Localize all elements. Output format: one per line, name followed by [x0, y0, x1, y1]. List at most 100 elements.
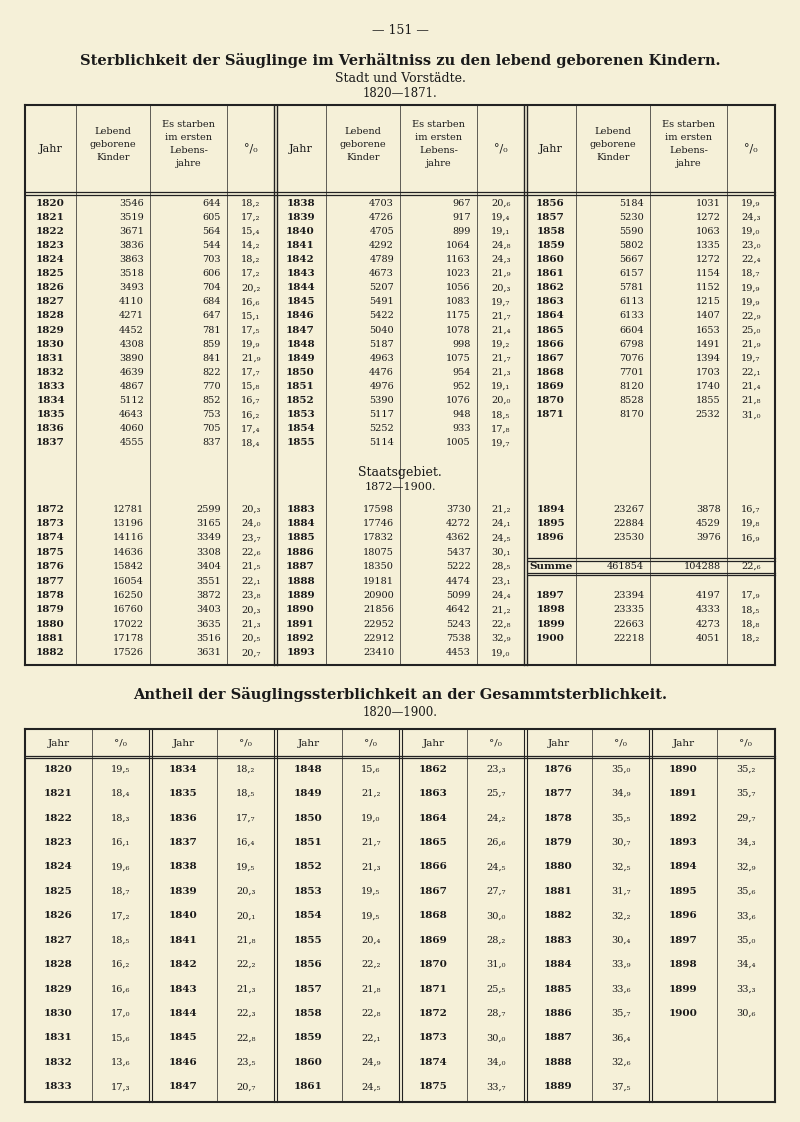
Text: 18,₅: 18,₅ — [236, 789, 256, 798]
Text: 21,₅: 21,₅ — [241, 562, 261, 571]
Text: 20,₁: 20,₁ — [236, 911, 256, 920]
Text: 1835: 1835 — [36, 411, 65, 420]
Text: 1864: 1864 — [419, 813, 448, 822]
Text: 2599: 2599 — [196, 505, 221, 514]
Text: 1857: 1857 — [294, 985, 323, 994]
Text: 23530: 23530 — [613, 533, 644, 542]
Text: 1825: 1825 — [44, 886, 73, 895]
Text: 35,₅: 35,₅ — [611, 813, 630, 822]
Text: 3403: 3403 — [196, 605, 221, 614]
Text: 3976: 3976 — [696, 533, 721, 542]
Text: °/₀: °/₀ — [614, 738, 627, 747]
Text: 1879: 1879 — [36, 605, 65, 614]
Text: 6604: 6604 — [619, 325, 644, 334]
Text: 19,₇: 19,₇ — [741, 353, 761, 362]
Text: 22,₃: 22,₃ — [236, 1009, 256, 1018]
Text: 22,₁: 22,₁ — [361, 1033, 381, 1042]
Text: 1829: 1829 — [36, 325, 65, 334]
Text: 1874: 1874 — [419, 1058, 448, 1067]
Text: 1878: 1878 — [544, 813, 573, 822]
Text: 1893: 1893 — [286, 649, 315, 657]
Text: 24,₄: 24,₄ — [491, 591, 510, 600]
Text: Lebens-: Lebens- — [669, 146, 708, 155]
Text: 1872—1900.: 1872—1900. — [364, 482, 436, 493]
Text: 4476: 4476 — [369, 368, 394, 377]
Text: jahre: jahre — [175, 158, 201, 167]
Text: Es starben: Es starben — [662, 120, 714, 129]
Text: 5390: 5390 — [370, 396, 394, 405]
Text: 841: 841 — [202, 353, 221, 362]
Text: 1854: 1854 — [286, 424, 315, 433]
Text: 1871: 1871 — [536, 411, 565, 420]
Text: 20,₅: 20,₅ — [241, 634, 261, 643]
Text: 1830: 1830 — [44, 1009, 73, 1018]
Text: 24,₅: 24,₅ — [361, 1083, 381, 1092]
Text: 705: 705 — [202, 424, 221, 433]
Text: 1853: 1853 — [286, 411, 315, 420]
Text: 14116: 14116 — [113, 533, 144, 542]
Text: 4703: 4703 — [369, 199, 394, 208]
Text: 33,₉: 33,₉ — [611, 960, 630, 969]
Text: 3730: 3730 — [446, 505, 470, 514]
Text: 1820: 1820 — [44, 765, 73, 774]
Text: 1272: 1272 — [696, 213, 721, 222]
Text: 4789: 4789 — [370, 255, 394, 264]
Text: 954: 954 — [452, 368, 470, 377]
Text: 1900: 1900 — [669, 1009, 698, 1018]
Text: 1894: 1894 — [536, 505, 565, 514]
Text: 4673: 4673 — [369, 269, 394, 278]
Text: 16,₆: 16,₆ — [111, 985, 130, 994]
Text: 1653: 1653 — [696, 325, 721, 334]
Text: 16,₄: 16,₄ — [236, 838, 256, 847]
Text: 1892: 1892 — [286, 634, 315, 643]
Text: jahre: jahre — [426, 158, 451, 167]
Text: 1820: 1820 — [36, 199, 65, 208]
Text: 1846: 1846 — [286, 312, 315, 321]
Text: 16,₆: 16,₆ — [241, 297, 261, 306]
Text: 17,₇: 17,₇ — [236, 813, 256, 822]
Text: 19,₇: 19,₇ — [491, 297, 510, 306]
Text: 1839: 1839 — [169, 886, 198, 895]
Text: 4452: 4452 — [119, 325, 144, 334]
Text: 21,₂: 21,₂ — [491, 605, 510, 614]
Text: 1834: 1834 — [169, 765, 198, 774]
Text: 20,₆: 20,₆ — [491, 199, 510, 208]
Text: 1899: 1899 — [536, 619, 565, 628]
Text: 22952: 22952 — [363, 619, 394, 628]
Text: 1850: 1850 — [294, 813, 323, 822]
Text: 1836: 1836 — [169, 813, 198, 822]
Text: 5040: 5040 — [370, 325, 394, 334]
Text: 1883: 1883 — [286, 505, 315, 514]
Text: 1867: 1867 — [419, 886, 448, 895]
Text: 1870: 1870 — [536, 396, 565, 405]
Text: 21,₃: 21,₃ — [491, 368, 510, 377]
Text: 4555: 4555 — [119, 439, 144, 448]
Text: 22,₈: 22,₈ — [236, 1033, 256, 1042]
Text: 1880: 1880 — [36, 619, 65, 628]
Text: 1832: 1832 — [36, 368, 65, 377]
Text: Lebens-: Lebens- — [169, 146, 208, 155]
Text: 1857: 1857 — [536, 213, 565, 222]
Text: 4273: 4273 — [696, 619, 721, 628]
Text: 20900: 20900 — [363, 591, 394, 600]
Text: 1056: 1056 — [446, 283, 470, 292]
Text: 1861: 1861 — [294, 1083, 323, 1092]
Text: 34,₃: 34,₃ — [736, 838, 756, 847]
Text: 1829: 1829 — [44, 985, 73, 994]
Text: 4726: 4726 — [369, 213, 394, 222]
Text: 3635: 3635 — [196, 619, 221, 628]
Text: 3493: 3493 — [119, 283, 144, 292]
Text: 15842: 15842 — [113, 562, 144, 571]
Text: 1394: 1394 — [696, 353, 721, 362]
Text: 3872: 3872 — [196, 591, 221, 600]
Text: 21,₉: 21,₉ — [741, 340, 761, 349]
Text: 33,₆: 33,₆ — [736, 911, 756, 920]
Text: 23,₁: 23,₁ — [491, 577, 510, 586]
Text: 16760: 16760 — [113, 605, 144, 614]
Text: 1865: 1865 — [419, 838, 448, 847]
Text: 1886: 1886 — [286, 548, 315, 557]
Text: 8528: 8528 — [619, 396, 644, 405]
Text: 1830: 1830 — [36, 340, 65, 349]
Text: 19181: 19181 — [363, 577, 394, 586]
Text: 1862: 1862 — [536, 283, 565, 292]
